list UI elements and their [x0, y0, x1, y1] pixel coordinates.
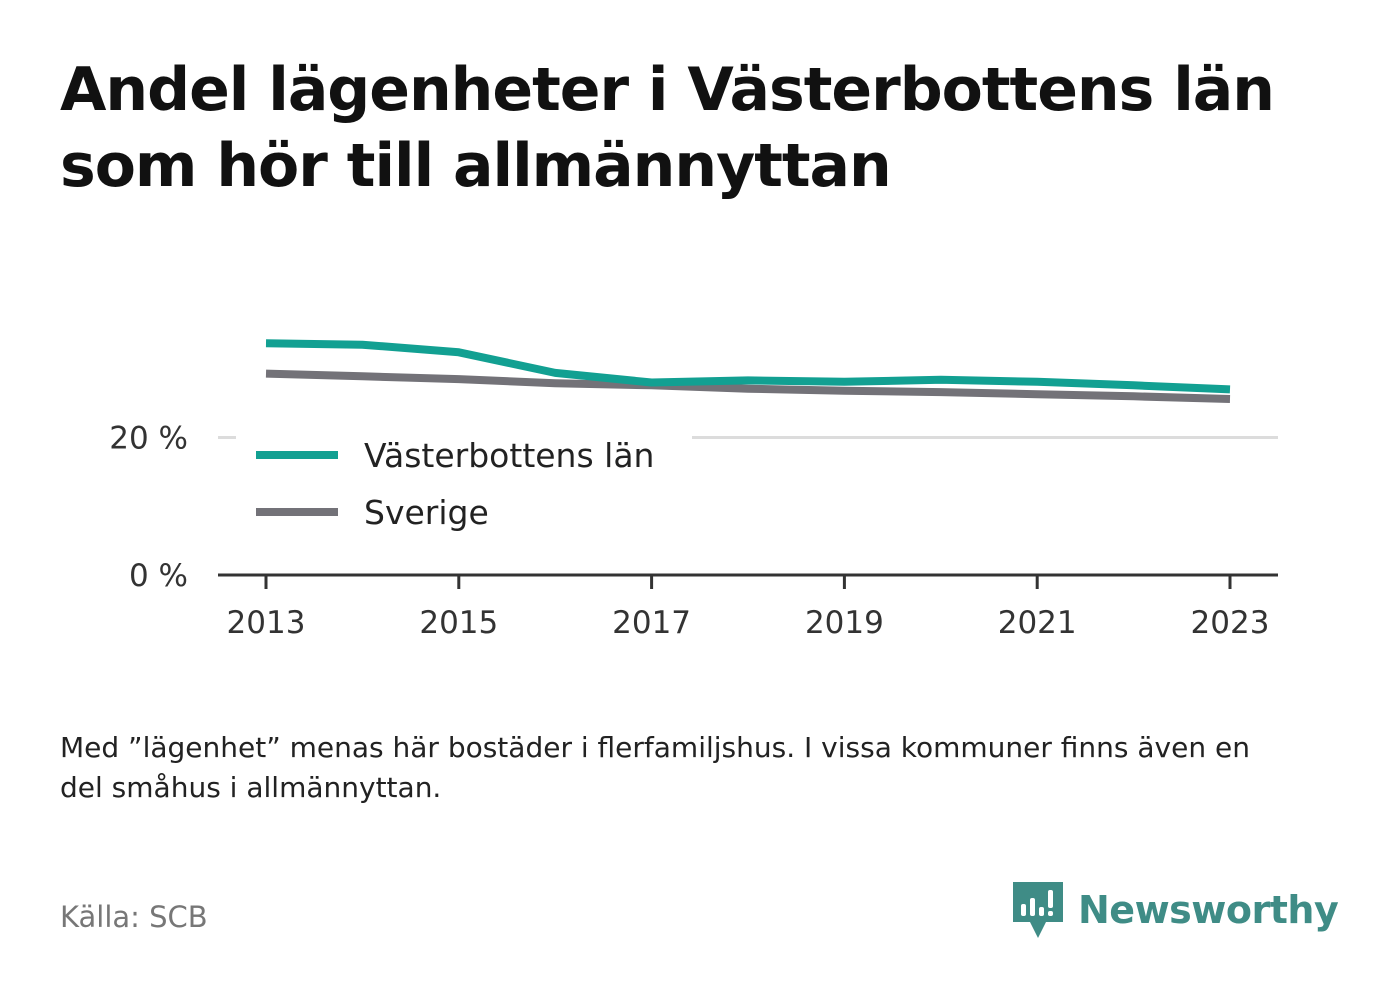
source-label: Källa: SCB [60, 900, 208, 934]
x-tick-label: 2023 [1191, 605, 1270, 641]
line-chart: 0 % 20 % 2013 2015 2017 2019 2021 2023 Västerbo… [109, 339, 1278, 641]
series-line [265, 339, 1231, 394]
x-tick-label: 2017 [612, 605, 691, 641]
legend-label: Sverige [364, 493, 489, 532]
brand-name: Newsworthy [1078, 888, 1339, 932]
x-tick-label: 2013 [227, 605, 306, 641]
x-tick-label: 2019 [805, 605, 884, 641]
y-tick-label: 0 % [129, 558, 188, 594]
y-tick-label: 20 % [109, 421, 188, 457]
legend-label: Västerbottens län [364, 436, 654, 475]
series-lines [265, 339, 1231, 403]
legend: Västerbottens län Sverige [236, 420, 692, 540]
legend-background [236, 420, 692, 540]
series-line [265, 369, 1231, 403]
x-tick-label: 2015 [419, 605, 498, 641]
axes: 0 % 20 % 2013 2015 2017 2019 2021 2023 [109, 421, 1278, 641]
brand-logo[interactable]: Newsworthy [1010, 878, 1339, 942]
newsworthy-logo-icon [1013, 882, 1063, 938]
x-tick-label: 2021 [998, 605, 1077, 641]
chart-title: Andel lägenheter i Västerbottens län som… [60, 55, 1275, 201]
chart-note: Med ”lägenhet” menas här bostäder i fler… [60, 731, 1250, 804]
